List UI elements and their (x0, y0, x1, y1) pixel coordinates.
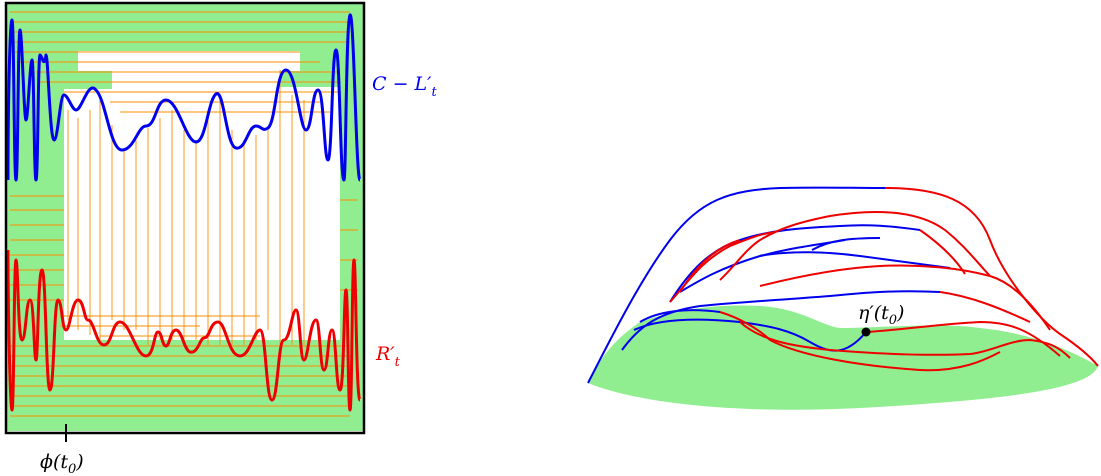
plot-frame (4, 1, 366, 435)
blue-curve-upper (6, 13, 362, 182)
green-region (588, 305, 1098, 410)
blue-edges (587, 186, 951, 384)
orange-vertical-lines (67, 70, 305, 345)
green-shaded-region (6, 3, 364, 431)
right-panel: η′(t0) (587, 186, 1099, 410)
red-curve-lower (6, 249, 362, 412)
label-phi-t0: ϕ(t0) (40, 451, 84, 476)
label-r: R′t (375, 343, 401, 370)
point-eta-t0 (861, 327, 871, 337)
label-eta-t0: η′(t0) (858, 302, 904, 328)
left-panel: C − L′t R′t ϕ(t0) (4, 1, 437, 476)
label-c-minus-l: C − L′t (372, 73, 437, 100)
red-edges (669, 187, 1099, 372)
